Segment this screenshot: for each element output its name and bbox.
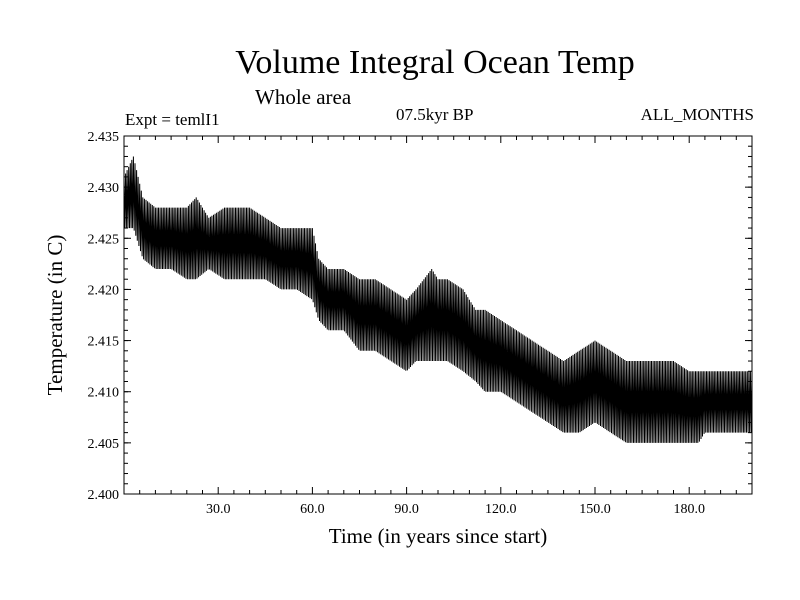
- x-axis-label: Time (in years since start): [329, 524, 548, 548]
- period-label: 07.5kyr BP: [396, 105, 474, 124]
- y-tick-label: 2.435: [88, 130, 120, 145]
- x-tick-label: 60.0: [300, 502, 325, 517]
- y-tick-label: 2.400: [88, 488, 120, 503]
- y-tick-label: 2.430: [88, 181, 120, 196]
- y-tick-label: 2.405: [88, 437, 120, 452]
- x-tick-label: 30.0: [206, 502, 231, 517]
- axes-layer: 2.400 2.405 2.410 2.415 2.420 2.425 2.430 2.435…: [43, 130, 752, 548]
- chart-title: Volume Integral Ocean Temp: [235, 44, 635, 81]
- x-tick-label: 120.0: [485, 502, 517, 517]
- months-label: ALL_MONTHS: [640, 105, 754, 124]
- y-tick-label: 2.415: [88, 335, 120, 350]
- y-tick-label: 2.425: [88, 232, 120, 247]
- y-axis-label: Temperature (in C): [43, 235, 67, 396]
- series-line: [123, 156, 753, 443]
- y-tick-label: 2.410: [88, 386, 120, 401]
- x-tick-label: 180.0: [673, 502, 705, 517]
- chart-subtitle: Whole area: [255, 85, 352, 109]
- experiment-label: Expt = temlI1: [125, 110, 220, 129]
- y-tick-label: 2.420: [88, 283, 120, 298]
- x-tick-label: 90.0: [394, 502, 419, 517]
- data-layer: [123, 156, 753, 443]
- x-tick-label: 150.0: [579, 502, 611, 517]
